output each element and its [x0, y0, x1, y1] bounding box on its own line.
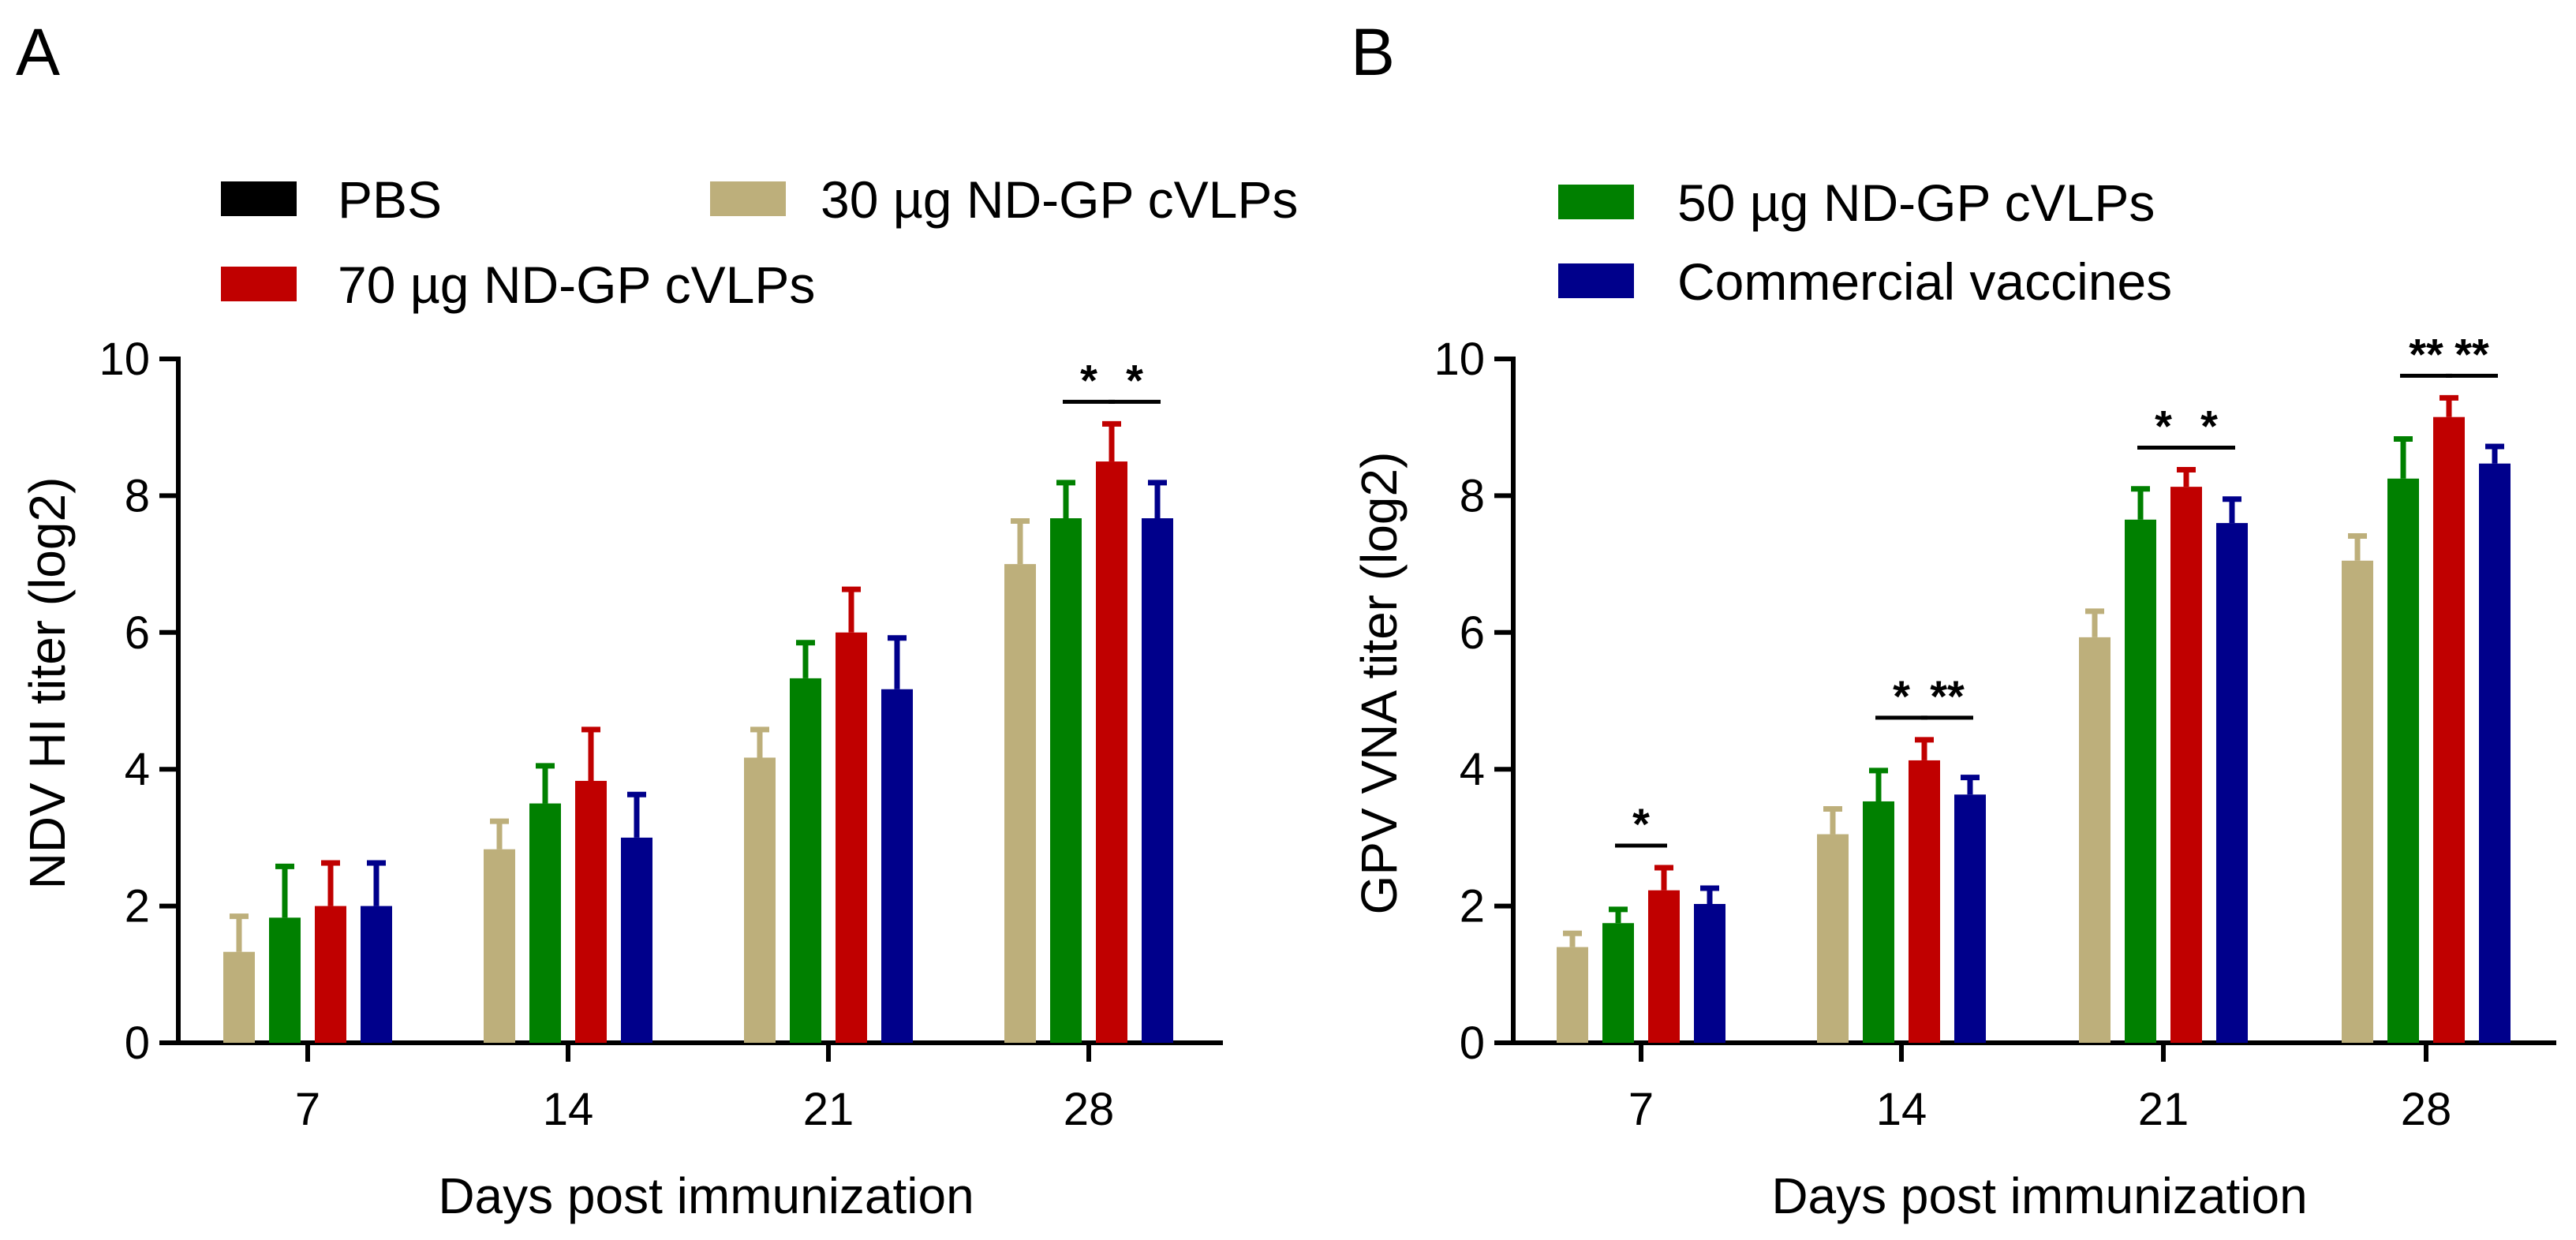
chart-a: Days post immunization NDV HI titer (log… — [19, 334, 1223, 1224]
chart-b-y-tick-label: 8 — [1460, 470, 1485, 521]
chart-a-y-tick-label: 10 — [99, 334, 150, 385]
chart-a-y-tick-label: 8 — [125, 470, 150, 521]
chart-b-sig-label-day21: * — [2155, 401, 2172, 450]
chart-b-bar-50-ug-nd-gp-cvlps-day7 — [1602, 923, 1634, 1043]
chart-b-bar-70-ug-nd-gp-cvlps-day14 — [1909, 760, 1940, 1043]
legend-item-30ug: 30 µg ND-GP cVLPs — [710, 170, 1298, 229]
chart-a-y-tick-label: 2 — [125, 881, 150, 932]
legend-label-commercial: Commercial vaccines — [1677, 252, 2172, 311]
panel-letter-b: B — [1351, 15, 1395, 89]
chart-a-sig-label-day28: * — [1080, 355, 1097, 405]
chart-b-y-tick-label: 10 — [1434, 334, 1485, 385]
chart-b-y-tick-label: 0 — [1460, 1018, 1485, 1069]
chart-b-y-tick-label: 6 — [1460, 607, 1485, 659]
chart-a-y-tick-label: 0 — [125, 1018, 150, 1069]
chart-a-x-tick-label: 14 — [543, 1084, 594, 1135]
chart-b-bar-70-ug-nd-gp-cvlps-day7 — [1648, 890, 1680, 1043]
chart-a-bar-50-ug-nd-gp-cvlps-day28 — [1050, 518, 1082, 1043]
chart-b-bar-commercial-vaccines-day14 — [1954, 794, 1986, 1043]
chart-b-bar-commercial-vaccines-day28 — [2479, 463, 2511, 1043]
chart-a-bar-50-ug-nd-gp-cvlps-day21 — [790, 678, 821, 1043]
chart-a-bar-commercial-vaccines-day7 — [361, 906, 392, 1043]
chart-b-bar-70-ug-nd-gp-cvlps-day21 — [2170, 487, 2202, 1043]
chart-b-bar-30-ug-nd-gp-cvlps-day7 — [1557, 947, 1588, 1043]
legend-label-pbs: PBS — [338, 170, 442, 229]
chart-b-sig-label-day28: ** — [2454, 329, 2489, 379]
chart-b-sig-label-day14: * — [1893, 671, 1910, 721]
chart-a-bar-30-ug-nd-gp-cvlps-day14 — [484, 849, 515, 1043]
legend-item-pbs: PBS — [221, 170, 442, 229]
chart-b-y-tick-label: 4 — [1460, 744, 1485, 795]
chart-b-x-tick-label: 14 — [1876, 1084, 1927, 1135]
legend-label-50ug: 50 µg ND-GP cVLPs — [1677, 174, 2155, 232]
chart-a-bar-70-ug-nd-gp-cvlps-day7 — [315, 906, 346, 1043]
chart-a-sig-label-day28: * — [1126, 355, 1143, 405]
chart-a-bar-commercial-vaccines-day14 — [621, 837, 652, 1043]
chart-b: Days post immunization GPV VNA titer (lo… — [1351, 329, 2556, 1224]
chart-a-bar-30-ug-nd-gp-cvlps-day7 — [223, 951, 255, 1043]
chart-a-x-tick-label: 7 — [295, 1084, 320, 1135]
legend-label-30ug: 30 µg ND-GP cVLPs — [821, 170, 1298, 229]
chart-a-bar-70-ug-nd-gp-cvlps-day21 — [836, 632, 867, 1043]
chart-b-sig-label-day7: * — [1632, 799, 1650, 849]
chart-a-x-axis-title: Days post immunization — [438, 1167, 974, 1224]
chart-a-x-tick-label: 21 — [803, 1084, 854, 1135]
chart-a-y-tick-label: 4 — [125, 744, 150, 795]
chart-b-bar-30-ug-nd-gp-cvlps-day28 — [2342, 560, 2373, 1043]
chart-b-bar-30-ug-nd-gp-cvlps-day14 — [1817, 834, 1849, 1043]
chart-b-bar-50-ug-nd-gp-cvlps-day28 — [2387, 478, 2419, 1043]
chart-a-bar-70-ug-nd-gp-cvlps-day14 — [575, 780, 607, 1043]
chart-a-bar-commercial-vaccines-day21 — [881, 689, 913, 1043]
chart-b-bar-50-ug-nd-gp-cvlps-day21 — [2125, 519, 2156, 1043]
panel-letter-a: A — [16, 15, 60, 89]
legend-item-commercial: Commercial vaccines — [1558, 252, 2172, 311]
chart-a-y-tick-label: 6 — [125, 607, 150, 659]
chart-b-bar-commercial-vaccines-day21 — [2216, 523, 2248, 1043]
legend: PBS 30 µg ND-GP cVLPs 70 µg ND-GP cVLPs … — [221, 170, 2172, 314]
chart-b-x-axis-title: Days post immunization — [1771, 1167, 2307, 1224]
legend-swatch-30ug — [710, 181, 786, 216]
chart-b-sig-label-day21: * — [2200, 401, 2218, 450]
chart-a-bar-50-ug-nd-gp-cvlps-day14 — [529, 803, 561, 1043]
chart-b-bar-70-ug-nd-gp-cvlps-day28 — [2433, 416, 2465, 1043]
chart-b-y-tick-label: 2 — [1460, 881, 1485, 932]
chart-b-x-tick-label: 7 — [1628, 1084, 1654, 1135]
chart-a-bar-commercial-vaccines-day28 — [1142, 518, 1173, 1043]
legend-item-70ug: 70 µg ND-GP cVLPs — [221, 256, 815, 314]
chart-a-bar-70-ug-nd-gp-cvlps-day28 — [1096, 461, 1127, 1043]
legend-label-70ug: 70 µg ND-GP cVLPs — [338, 256, 815, 314]
chart-a-x-tick-label: 28 — [1064, 1084, 1115, 1135]
legend-swatch-70ug — [221, 267, 297, 301]
chart-b-sig-label-day28: ** — [2409, 329, 2443, 379]
legend-swatch-50ug — [1558, 185, 1634, 219]
chart-b-bar-commercial-vaccines-day7 — [1694, 903, 1725, 1043]
chart-b-y-axis-title: GPV VNA titer (log2) — [1351, 452, 1408, 915]
chart-b-bar-30-ug-nd-gp-cvlps-day21 — [2079, 637, 2111, 1043]
chart-b-sig-label-day14: ** — [1930, 671, 1965, 721]
chart-b-x-tick-label: 21 — [2138, 1084, 2189, 1135]
chart-b-bar-50-ug-nd-gp-cvlps-day14 — [1863, 801, 1894, 1043]
chart-b-x-tick-label: 28 — [2401, 1084, 2452, 1135]
chart-a-y-axis-title: NDV HI titer (log2) — [19, 477, 76, 890]
chart-a-bar-50-ug-nd-gp-cvlps-day7 — [269, 917, 301, 1043]
legend-swatch-commercial — [1558, 263, 1634, 298]
legend-item-50ug: 50 µg ND-GP cVLPs — [1558, 174, 2155, 232]
legend-swatch-pbs — [221, 181, 297, 216]
chart-a-bar-30-ug-nd-gp-cvlps-day21 — [744, 757, 776, 1043]
chart-a-bar-30-ug-nd-gp-cvlps-day28 — [1004, 564, 1036, 1043]
